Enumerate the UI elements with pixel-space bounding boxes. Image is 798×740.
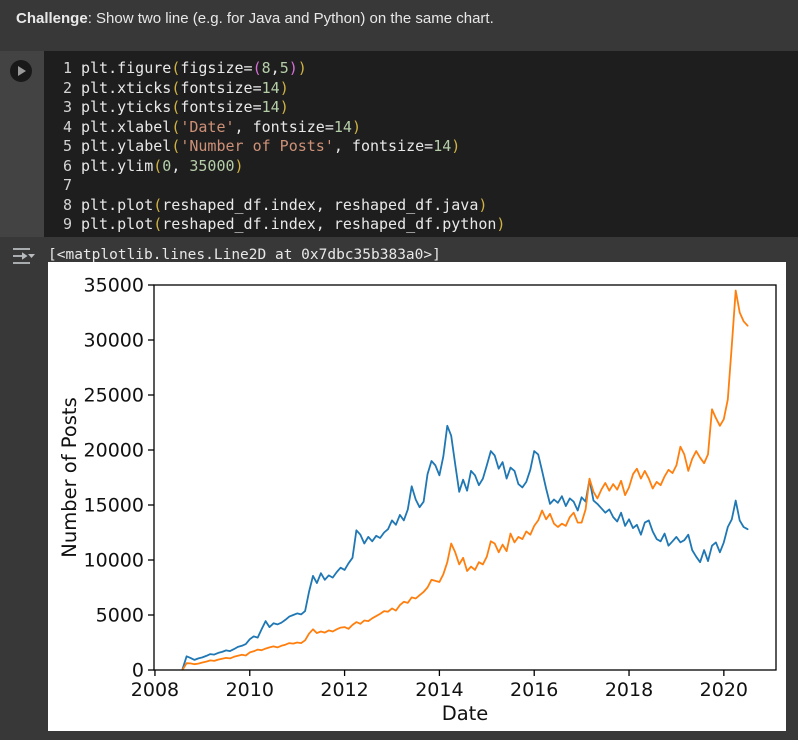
chart-svg: 2008 2010 2012 2014 2016 2018 2020 0 5000 10000 15…	[58, 275, 777, 725]
line-number: 8	[62, 195, 72, 214]
y-tick-label: 15000	[84, 495, 144, 517]
y-tick-label: 10000	[84, 550, 144, 572]
code-text: plt.yticks(fontsize=14)	[81, 98, 289, 116]
code-cell: 1 plt.figure(figsize=(8,5)) 2 plt.xticks(fo…	[0, 51, 798, 237]
code-text: plt.ylabel('Number of Posts', fontsize=1…	[81, 137, 461, 155]
x-axis-label: Date	[442, 702, 489, 725]
x-tick-label: 2012	[320, 679, 368, 701]
play-circle-icon	[18, 66, 26, 76]
x-tick-label: 2014	[415, 679, 463, 701]
code-text: plt.plot(reshaped_df.index, reshaped_df.…	[81, 195, 488, 214]
code-cell-gutter	[0, 51, 44, 237]
markdown-bold: Challenge	[16, 10, 88, 27]
run-cell-button[interactable]	[10, 60, 32, 82]
chart-figure: 2008 2010 2012 2014 2016 2018 2020 0 5000 10000 15…	[48, 262, 786, 731]
plot-border	[153, 284, 777, 671]
code-line: 5 plt.ylabel('Number of Posts', fontsize=…	[44, 137, 798, 157]
line-number: 6	[62, 156, 72, 175]
y-tick-label: 0	[132, 660, 144, 682]
code-text: plt.plot(reshaped_df.index, reshaped_df.…	[81, 215, 506, 233]
line-number: 2	[62, 78, 72, 97]
code-line: 8 plt.plot(reshaped_df.index, reshaped_df…	[44, 196, 798, 216]
code-line: 3 plt.yticks(fontsize=14)	[44, 98, 798, 118]
python-line	[181, 289, 749, 671]
code-text: plt.ylim(0, 35000)	[81, 156, 244, 175]
line-number: 5	[62, 137, 72, 155]
code-lines: 1 plt.figure(figsize=(8,5)) 2 plt.xticks(fo…	[44, 59, 798, 235]
line-number: 3	[62, 98, 72, 116]
code-text: plt.xticks(fontsize=14)	[81, 78, 289, 97]
code-text: plt.figure(figsize=(8,5))	[81, 59, 307, 77]
code-line: 4 plt.xlabel('Date', fontsize=14)	[44, 118, 798, 138]
code-line: 2 plt.xticks(fontsize=14)	[44, 79, 798, 99]
x-tick-label: 2016	[510, 679, 558, 701]
y-tick-label: 5000	[96, 605, 144, 627]
x-tick-label: 2018	[605, 679, 653, 701]
line-number: 9	[62, 215, 72, 233]
y-axis-label: Number of Posts	[58, 397, 81, 558]
code-text: plt.xlabel('Date', fontsize=14)	[81, 117, 361, 136]
markdown-cell[interactable]: Challenge: Show two line (e.g. for Java …	[16, 9, 786, 29]
x-tick-label: 2008	[131, 679, 179, 701]
line-number: 7	[62, 176, 72, 194]
y-tick-label: 30000	[84, 330, 144, 352]
y-tick-label: 20000	[84, 440, 144, 462]
line-number: 1	[62, 59, 72, 77]
output-text: [<matplotlib.lines.Line2D at 0x7dbc35b38…	[48, 247, 441, 263]
code-line: 9 plt.plot(reshaped_df.index, reshaped_df…	[44, 215, 798, 235]
markdown-text: : Show two line (e.g. for Java and Pytho…	[87, 10, 494, 27]
java-line	[181, 424, 749, 670]
code-line: 6 plt.ylim(0, 35000)	[44, 157, 798, 177]
code-line: 7	[44, 176, 798, 196]
output-options-icon[interactable]	[10, 246, 36, 266]
x-tick-label: 2010	[226, 679, 274, 701]
y-tick-label: 25000	[84, 385, 144, 407]
code-editor[interactable]: 1 plt.figure(figsize=(8,5)) 2 plt.xticks(fo…	[44, 51, 798, 237]
y-tick-label: 35000	[84, 275, 144, 297]
x-tick-label: 2020	[700, 679, 748, 701]
code-line: 1 plt.figure(figsize=(8,5))	[44, 59, 798, 79]
line-number: 4	[62, 117, 72, 136]
